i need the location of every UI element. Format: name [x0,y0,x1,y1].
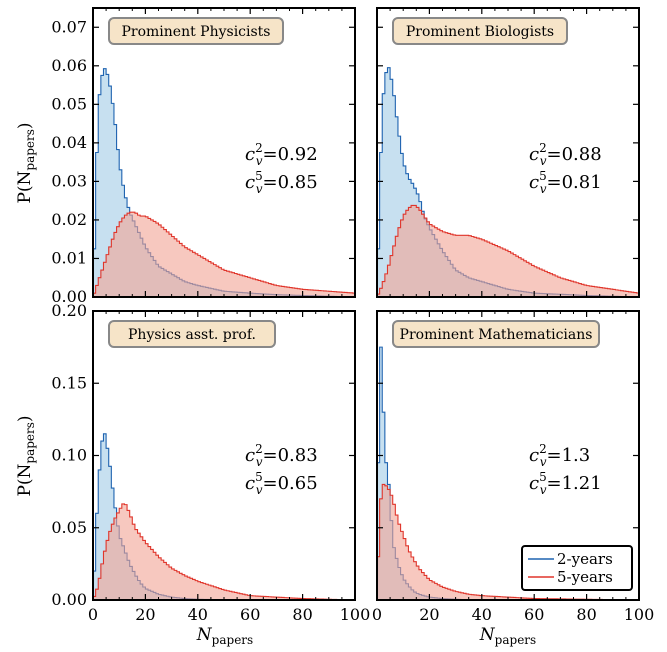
svg-text:P(Npapers): P(Npapers) [15,122,37,203]
cv-annotation: c2 v=0.83 [245,442,318,469]
legend-label: 5-years [557,568,613,586]
cv-superscript: 2 [539,141,547,155]
cv-symbol: c [245,144,255,165]
ylabel-sub: papers [23,129,37,171]
cv-value: =0.83 [263,445,318,466]
cv-symbol: c [245,473,255,494]
cv-value: =0.85 [263,172,318,193]
cv-annotation: c2 v=0.92 [245,141,318,168]
cv-subscript: v [256,483,263,497]
cv-annotation: c5 v=0.81 [529,169,602,196]
x-tick-label: 100 [340,605,371,624]
y-tick-label: 0.10 [51,446,87,465]
panel-title: Physics asst. prof. [128,327,256,343]
y-tick-label: 0.03 [51,171,87,190]
x-tick-label: 40 [188,605,208,624]
x-tick-label: 0 [88,605,98,624]
x-axis-label-left: Npapers [196,625,253,647]
x-tick-label: 80 [292,605,312,624]
panel-title: Prominent Biologists [406,24,554,40]
cv-superscript: 2 [255,141,263,155]
legend-box [521,545,633,591]
ylabel-sub: papers [23,422,37,464]
cv-value: =1.21 [547,473,602,494]
y-tick-label: 0.05 [51,518,87,537]
cv-subscript: v [540,483,547,497]
y-tick-label: 0.05 [51,94,87,113]
cv-value: =0.81 [547,172,602,193]
y-axis-label-bottom: P(Npapers) [15,415,37,496]
cv-annotation: c5 v=0.65 [245,470,318,497]
cv-annotation: c5 v=1.21 [529,470,602,497]
cv-annotation: c5 v=0.85 [245,169,318,196]
panel-title-box [392,17,568,45]
cv-subscript: v [540,154,547,168]
cv-symbol: c [529,473,539,494]
cv-subscript: v [256,154,263,168]
y-tick-label: 0.00 [51,590,87,609]
cv-subscript: v [540,182,547,196]
histogram-fill-5-years [93,503,355,600]
y-tick-label: 0.02 [51,210,87,229]
x-tick-label: 20 [419,605,439,624]
y-axis-label-top: P(Npapers) [15,122,37,203]
svg-text:P(Npapers): P(Npapers) [15,415,37,496]
cv-superscript: 5 [539,470,547,484]
cv-annotation: c2 v=1.3 [529,442,590,469]
y-tick-label: 0.06 [51,56,87,75]
x-tick-label: 60 [524,605,544,624]
x-tick-label: 60 [240,605,260,624]
ylabel-close: ) [15,415,35,422]
panel-title: Prominent Physicists [121,24,270,40]
x-axis-label-right: Npapers [479,625,536,647]
x-tick-label: 0 [372,605,382,624]
cv-superscript: 5 [255,470,263,484]
panel-title: Prominent Mathematicians [400,327,593,343]
y-tick-label: 0.20 [51,301,87,320]
x-tick-label: 40 [472,605,492,624]
cv-subscript: v [256,182,263,196]
cv-annotation: c2 v=0.88 [529,141,602,168]
y-tick-label: 0.04 [51,133,87,152]
y-tick-label: 0.15 [51,373,87,392]
ylabel-close: ) [15,122,35,129]
cv-superscript: 2 [539,442,547,456]
panel-physics-asst-prof-: 0.00 0.05 0.10 0.15 0.20 0 20 40 60 80 100 Physics … [51,301,370,624]
x-tick-label: 80 [576,605,596,624]
cv-symbol: c [529,144,539,165]
cv-subscript: v [540,455,547,469]
cv-value: =1.3 [547,445,591,466]
histogram-fill-5-years [93,212,355,297]
cv-value: =0.92 [263,144,318,165]
legend-label: 2-years [557,550,613,568]
histogram-line-5-years [376,204,640,298]
x-tick-label: 20 [135,605,155,624]
histogram-line-5-years [92,503,356,601]
cv-symbol: c [245,172,255,193]
cv-value: =0.65 [263,473,318,494]
x-tick-label: 100 [624,605,655,624]
cv-superscript: 5 [539,169,547,183]
histogram-line-5-years [92,211,356,298]
y-tick-label: 0.00 [51,287,87,306]
cv-symbol: c [245,445,255,466]
cv-subscript: v [256,455,263,469]
panel-title-box [392,320,600,348]
cv-value: =0.88 [547,144,602,165]
histogram-fill-5-years [377,484,639,600]
ylabel-main: P(N [15,463,35,496]
panel-title-box [108,17,284,45]
panel-title-box [108,320,276,348]
ylabel-main: P(N [15,170,35,203]
y-tick-label: 0.07 [51,17,87,36]
cv-superscript: 5 [255,169,263,183]
y-tick-label: 0.01 [51,248,87,267]
cv-superscript: 2 [255,442,263,456]
cv-symbol: c [529,445,539,466]
panel-prominent-physicists: 0.00 0.01 0.02 0.03 0.04 0.05 0.06 0.07 Prominen… [51,7,356,306]
cv-symbol: c [529,172,539,193]
